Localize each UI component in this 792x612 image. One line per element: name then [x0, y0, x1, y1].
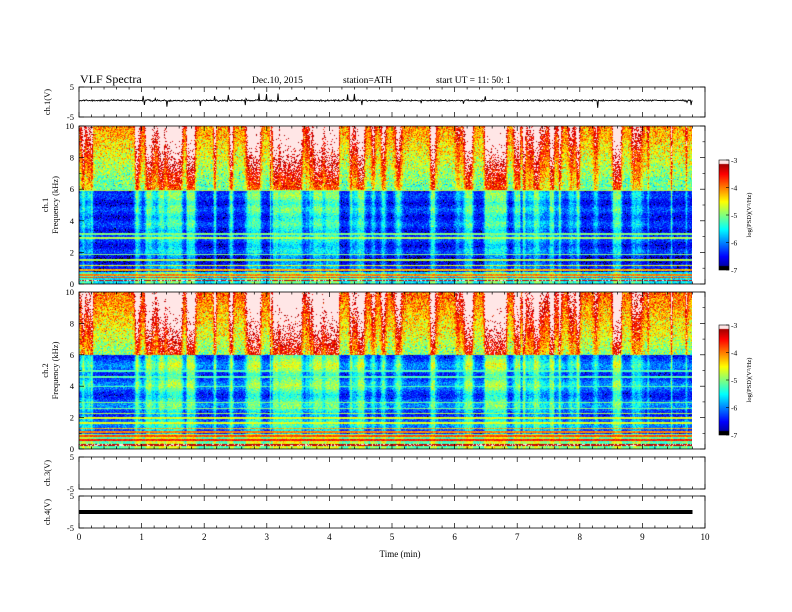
- y-tick-label: 0: [70, 444, 74, 454]
- y-tick-label: -5: [67, 112, 74, 122]
- ch1-spectrogram-colorbar: [719, 160, 729, 270]
- start-time-label: start UT = 11: 50: 1: [436, 76, 511, 86]
- x-tick-label: 2: [202, 532, 207, 542]
- ch1-spectrogram-ylabel-1: ch.1: [40, 198, 50, 212]
- date-label: Dec.10, 2015: [252, 76, 303, 86]
- spectrogram-images: [79, 126, 692, 449]
- x-tick-label: 10: [701, 532, 711, 542]
- colorbars: -3 -4 -5 -6 -7 log(PSD)(V²/Hz) -3 -4 -5 -6 -7 log(P…: [718, 156, 753, 440]
- ch1-spectrogram-colorbar-label: log(PSD)(V²/Hz): [746, 193, 753, 238]
- y-tick-label: 6: [70, 184, 74, 194]
- ch2-spectrogram-image: [79, 292, 692, 449]
- y-tick-label: 5: [70, 452, 74, 462]
- colorbar-tick-label: -3: [731, 156, 737, 165]
- ch2-spectrogram-ylabel-1: ch.2: [40, 363, 50, 377]
- ch1-waveform-trace: [78, 93, 693, 108]
- colorbar-tick-label: -5: [731, 376, 737, 385]
- y-tick-label: 0: [70, 279, 74, 289]
- x-tick-label: 6: [452, 532, 457, 542]
- x-tick-label: 9: [640, 532, 645, 542]
- colorbar-tick-label: -3: [731, 321, 737, 330]
- station-label: station=ATH: [343, 76, 392, 86]
- x-tick-label: 5: [390, 532, 395, 542]
- y-tick-label: -5: [67, 484, 74, 494]
- y-tick-label: 8: [70, 318, 74, 328]
- panel-frames: [78, 86, 706, 529]
- y-tick-label: 10: [66, 287, 75, 297]
- y-tick-label: 5: [70, 491, 74, 501]
- x-tick-label: 1: [139, 532, 144, 542]
- y-tick-label: 5: [70, 82, 74, 92]
- colorbar-tick-label: -4: [731, 184, 737, 193]
- ch2-spectrogram-colorbar-label: log(PSD)(V²/Hz): [746, 358, 753, 403]
- colorbar-tick-label: -5: [731, 211, 737, 220]
- ch2-spectrogram-ylabel-2: Frequency (kHz): [50, 341, 60, 399]
- colorbar-tick-label: -6: [731, 404, 737, 413]
- x-axis-label: Time (min): [380, 549, 421, 559]
- y-tick-label: -5: [67, 523, 74, 533]
- ch1-spectrogram-ylabel-2: Frequency (kHz): [50, 176, 60, 234]
- ch4-waveform-ylabel: ch.4(V): [42, 499, 52, 525]
- colorbar-tick-label: -4: [731, 349, 737, 358]
- x-tick-label: 7: [515, 532, 520, 542]
- y-tick-label: 8: [70, 153, 74, 163]
- x-tick-label: 0: [77, 532, 82, 542]
- ch2-spectrogram-colorbar: [719, 325, 729, 435]
- x-tick-label: 4: [327, 532, 332, 542]
- ch1-waveform-ylabel: ch.1(V): [42, 89, 52, 115]
- y-tick-label: 4: [70, 216, 75, 226]
- y-tick-label: 2: [70, 413, 74, 423]
- x-tick-label: 3: [265, 532, 270, 542]
- colorbar-tick-label: -7: [731, 431, 737, 440]
- y-tick-label: 10: [66, 121, 75, 131]
- y-tick-label: 2: [70, 247, 74, 257]
- y-tick-label: 6: [70, 350, 74, 360]
- ch1-spectrogram-image: [79, 126, 692, 284]
- ch3-waveform-ylabel: ch.3(V): [42, 460, 52, 486]
- colorbar-tick-label: -7: [731, 266, 737, 275]
- colorbar-tick-label: -6: [731, 239, 737, 248]
- figure-title: VLF Spectra: [80, 72, 142, 86]
- y-tick-label: 4: [70, 381, 75, 391]
- x-tick-label: 8: [578, 532, 583, 542]
